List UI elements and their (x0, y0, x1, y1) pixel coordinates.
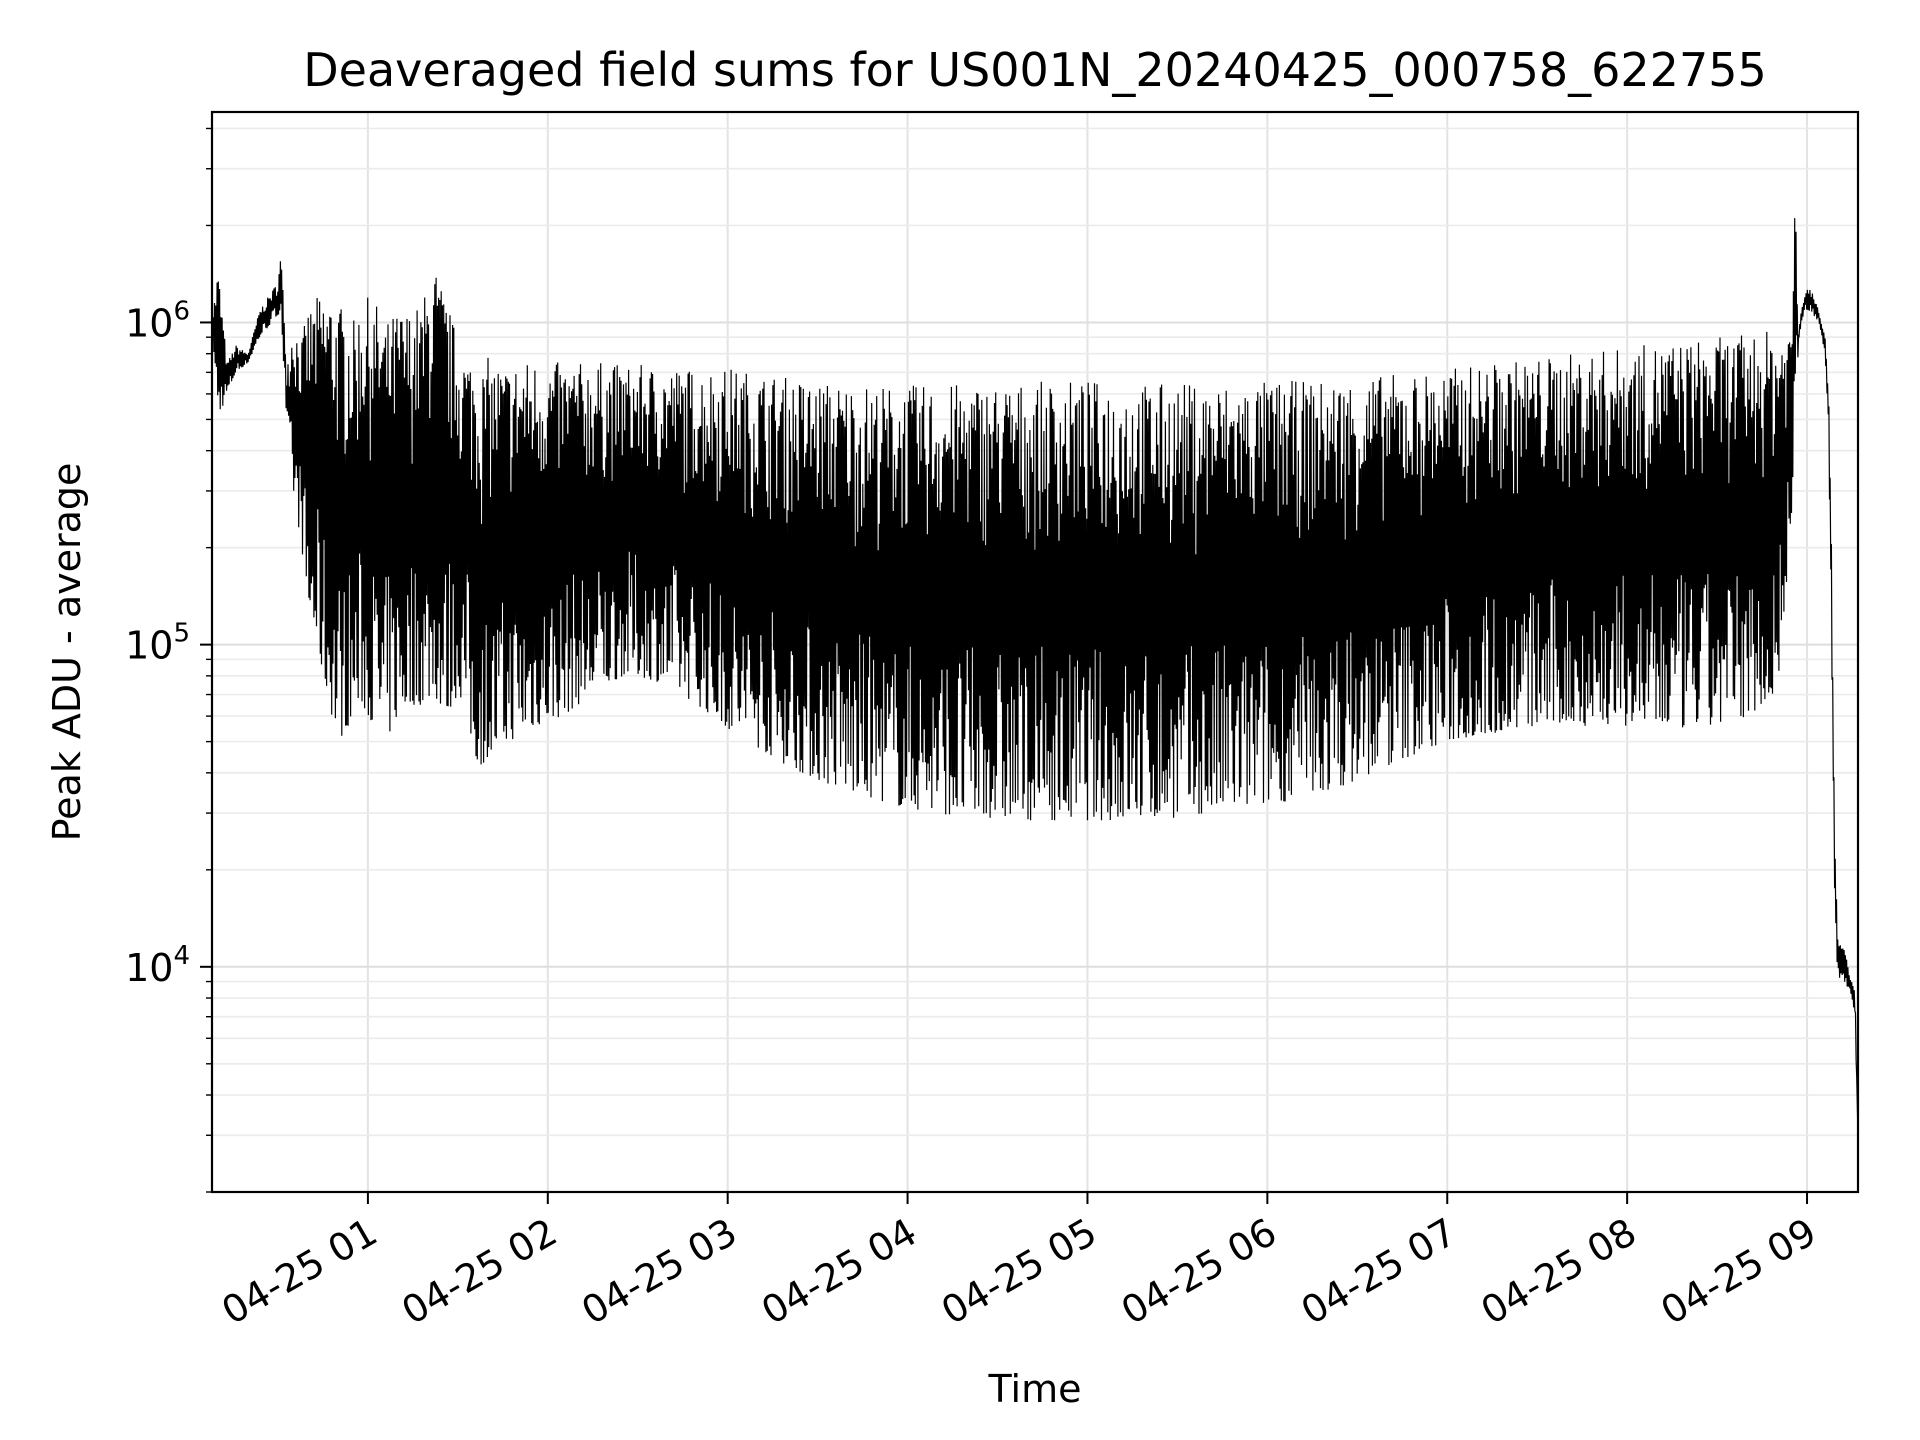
data-series (211, 218, 1859, 1136)
series-line (211, 218, 1859, 1136)
y-axis-label: Peak ADU - average (45, 463, 89, 842)
y-tick-label-exponent: 6 (173, 296, 190, 326)
y-tick-label-exponent: 5 (173, 619, 190, 649)
y-tick-label: 106 (125, 296, 190, 345)
x-axis-label: Time (988, 1367, 1082, 1411)
y-tick-label-base: 10 (125, 946, 173, 990)
chart-title: Deaveraged field sums for US001N_2024042… (303, 43, 1767, 97)
y-tick-label-exponent: 4 (173, 941, 190, 971)
y-tick-label-base: 10 (125, 624, 173, 668)
y-tick-label-base: 10 (125, 301, 173, 345)
y-tick-label: 105 (125, 619, 190, 668)
y-tick-label: 104 (125, 941, 190, 990)
plot-area-frame (210, 110, 1860, 1194)
